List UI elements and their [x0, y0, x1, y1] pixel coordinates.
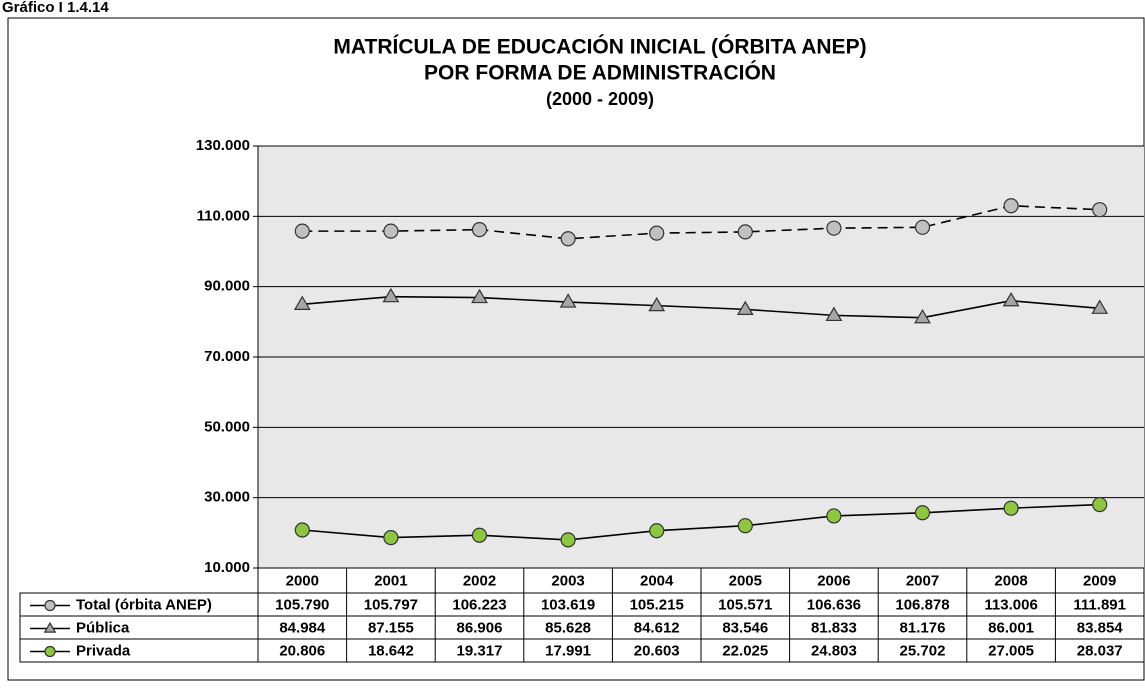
table-value: 20.603 — [634, 642, 680, 659]
table-value: 113.006 — [984, 596, 1037, 613]
data-point — [1003, 198, 1019, 214]
y-tick-label: 30.000 — [204, 489, 250, 506]
data-point — [649, 225, 665, 241]
legend-marker — [44, 645, 56, 658]
x-tick-label: 2005 — [729, 572, 762, 589]
x-tick-label: 2002 — [463, 572, 496, 589]
data-point — [471, 527, 488, 543]
table-value: 86.001 — [988, 619, 1034, 636]
legend-label: Privada — [76, 642, 131, 659]
series-line — [302, 503, 1100, 541]
table-value: 19.317 — [457, 642, 503, 659]
data-point — [471, 222, 488, 238]
data-point — [826, 508, 842, 524]
x-tick-label: 2009 — [1083, 572, 1116, 589]
data-point — [560, 532, 576, 548]
legend-marker — [44, 599, 56, 612]
table-value: 105.797 — [364, 596, 418, 613]
table-value: 85.628 — [545, 619, 591, 636]
table-value: 22.025 — [722, 642, 768, 659]
x-tick-label: 2001 — [374, 572, 407, 589]
y-tick-label: 90.000 — [204, 278, 250, 295]
table-value: 106.223 — [452, 596, 506, 613]
data-point — [914, 219, 931, 235]
table-value: 24.803 — [811, 642, 857, 659]
data-point — [1092, 496, 1108, 513]
data-point — [294, 223, 310, 239]
data-point — [294, 522, 310, 538]
table-value: 81.833 — [811, 619, 857, 636]
x-tick-label: 2007 — [906, 572, 939, 589]
table-value: 28.037 — [1077, 642, 1123, 659]
data-point — [737, 518, 753, 534]
table-value: 111.891 — [1073, 596, 1126, 613]
data-point — [1092, 202, 1108, 218]
chart-title: MATRÍCULA DE EDUCACIÓN INICIAL (ÓRBITA A… — [333, 35, 866, 59]
x-tick-label: 2004 — [640, 572, 674, 589]
table-value: 27.005 — [988, 642, 1034, 659]
data-point — [383, 223, 399, 239]
table-value: 18.642 — [368, 642, 414, 659]
data-point — [737, 224, 753, 240]
table-value: 81.176 — [900, 619, 946, 636]
data-point — [1002, 291, 1020, 307]
data-point — [1003, 500, 1019, 516]
x-tick-label: 2000 — [286, 572, 319, 589]
table-value: 105.790 — [275, 596, 329, 613]
table-value: 106.636 — [807, 596, 861, 613]
data-point — [825, 306, 843, 322]
legend-marker — [43, 621, 57, 633]
figure-label: Gráfico I 1.4.14 — [2, 0, 109, 16]
data-point — [736, 300, 754, 316]
y-tick-label: 50.000 — [204, 418, 250, 435]
table-value: 105.215 — [630, 596, 684, 613]
y-tick-label: 70.000 — [204, 348, 250, 365]
table-value: 105.571 — [718, 596, 772, 613]
data-point — [649, 523, 665, 539]
legend-label: Total (órbita ANEP) — [76, 596, 212, 613]
table-value: 84.612 — [634, 619, 680, 636]
data-point — [826, 220, 842, 236]
data-point — [1091, 299, 1109, 314]
series-line — [302, 204, 1100, 240]
table-value: 106.878 — [895, 596, 949, 613]
legend-label: Pública — [76, 619, 130, 636]
table-value: 20.806 — [279, 642, 325, 659]
data-point — [914, 505, 931, 521]
chart-title: POR FORMA DE ADMINISTRACIÓN — [424, 61, 776, 85]
table-value: 25.702 — [900, 642, 946, 659]
data-point — [648, 296, 666, 312]
table-value: 84.984 — [279, 619, 326, 636]
table-value: 83.854 — [1077, 619, 1124, 636]
table-value: 17.991 — [545, 642, 591, 659]
x-tick-label: 2006 — [817, 572, 850, 589]
table-value: 83.546 — [722, 619, 768, 636]
table-value: 87.155 — [368, 619, 414, 636]
data-point — [559, 293, 577, 308]
y-tick-label: 130.000 — [196, 137, 250, 154]
y-tick-label: 110.000 — [197, 207, 250, 224]
data-point — [383, 530, 399, 546]
table-value: 103.619 — [541, 596, 595, 613]
chart-subtitle: (2000 - 2009) — [546, 89, 654, 109]
table-value: 86.906 — [457, 619, 503, 636]
data-point — [560, 231, 576, 247]
x-tick-label: 2003 — [551, 572, 584, 589]
series-line — [302, 295, 1100, 319]
y-tick-label: 10.000 — [204, 559, 250, 576]
data-point — [914, 308, 931, 324]
data-point — [382, 287, 400, 303]
data-point — [293, 295, 311, 310]
data-point — [471, 288, 488, 304]
x-tick-label: 2008 — [994, 572, 1027, 589]
